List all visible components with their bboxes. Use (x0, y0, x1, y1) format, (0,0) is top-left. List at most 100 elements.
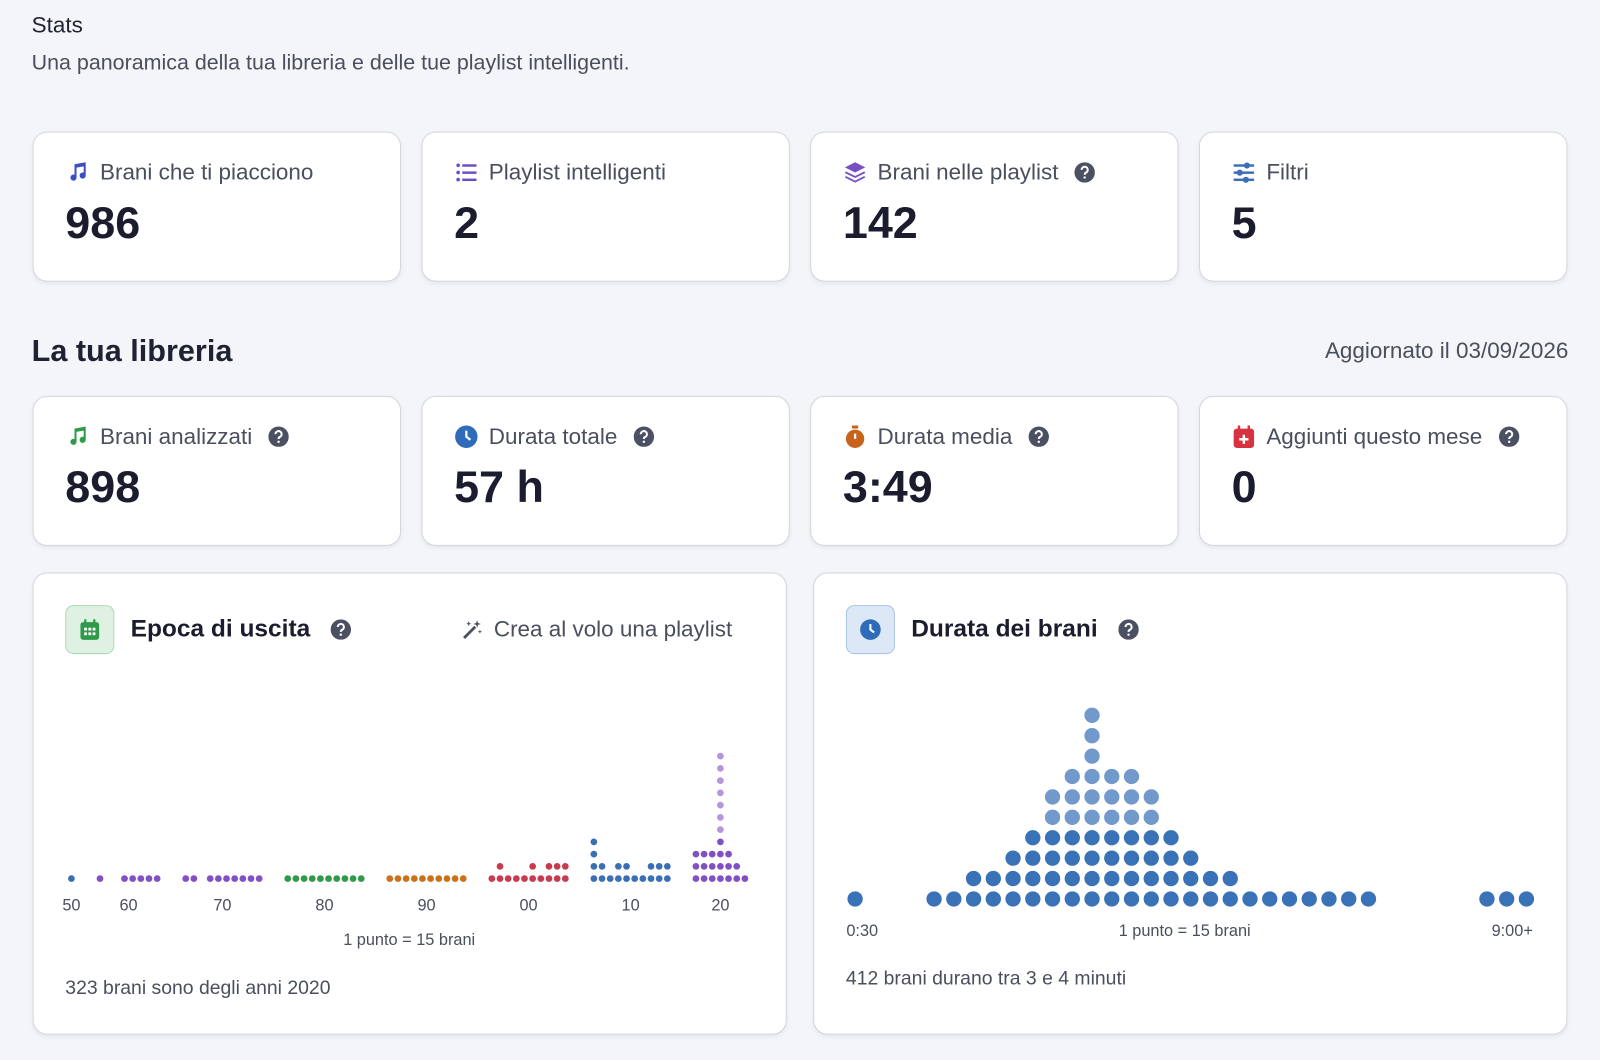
dot-column (247, 875, 255, 882)
badge (65, 605, 115, 655)
dot-column (717, 752, 724, 882)
dot-column (946, 891, 962, 907)
dot (1084, 850, 1100, 866)
dot (247, 875, 255, 882)
dot-column (1202, 870, 1219, 907)
dot (1104, 809, 1120, 825)
stat-card: Playlist intelligenti 2 (421, 131, 790, 282)
stat-card: Brani che ti piacciono 986 (32, 131, 402, 282)
dot-column (655, 862, 663, 882)
dot (1104, 768, 1120, 785)
dot-column (231, 875, 239, 882)
help-icon[interactable] (1498, 426, 1519, 447)
dot (717, 826, 724, 833)
dot-column (1163, 830, 1179, 907)
dot (708, 875, 716, 882)
dot (223, 875, 230, 882)
stat-label: Brani analizzati (99, 423, 253, 449)
dot (590, 862, 598, 870)
dot (1064, 789, 1080, 805)
dot (1064, 870, 1080, 887)
stat-value: 898 (65, 462, 141, 513)
dot-column (545, 862, 553, 882)
icon-stopwatch (845, 425, 865, 448)
dot (1084, 789, 1100, 805)
dot-column (153, 875, 161, 882)
dot (1084, 891, 1100, 907)
dot (1123, 870, 1140, 887)
dot (1104, 830, 1120, 846)
dot (1301, 891, 1317, 907)
create-playlist-button[interactable]: Crea al volo una playlist (461, 616, 732, 643)
dot-column (504, 875, 512, 882)
dot (1044, 850, 1061, 866)
dot-column (725, 850, 732, 882)
dot (1163, 891, 1179, 907)
dot (1064, 850, 1080, 866)
dot (300, 875, 308, 882)
dot (129, 875, 137, 882)
dot (725, 850, 732, 858)
dot (1123, 789, 1140, 805)
dot (561, 875, 569, 882)
icon-clock (860, 619, 881, 640)
dot (1262, 891, 1278, 907)
dot (190, 875, 198, 882)
dot (1064, 830, 1080, 846)
dot (1518, 891, 1535, 907)
dot (561, 862, 569, 870)
epoch-card: Epoca di uscita Crea al volo una playlis… (32, 572, 787, 1035)
icon-calendar (80, 619, 100, 640)
dot (663, 875, 671, 882)
dot-column (129, 875, 137, 882)
dot-column (847, 891, 863, 907)
chart-title: Epoca di uscita (130, 615, 311, 643)
dot-column (206, 875, 214, 882)
stat-card: Filtri 5 (1198, 131, 1568, 282)
dot (1025, 870, 1041, 887)
dot (1360, 891, 1377, 907)
dot (985, 891, 1001, 907)
dot (717, 875, 724, 882)
dot (655, 875, 663, 882)
stat-value: 5 (1231, 197, 1257, 248)
dot-column (394, 875, 402, 882)
dot (1084, 809, 1100, 825)
dot-column (137, 875, 145, 882)
dot-column (121, 875, 128, 882)
help-icon[interactable] (1118, 619, 1139, 640)
legend: 1 punto = 15 brani (1119, 922, 1251, 940)
dot-column (1143, 789, 1159, 907)
dot (1064, 809, 1080, 825)
page-title: Stats (31, 12, 83, 38)
dot (1005, 850, 1021, 866)
dot (639, 875, 647, 882)
dot (614, 862, 622, 870)
dot-column (512, 875, 520, 882)
stat-card: Aggiunti questo mese 0 (1198, 395, 1568, 546)
help-icon[interactable] (633, 426, 655, 447)
dot (1123, 809, 1140, 825)
dot-column (427, 875, 434, 882)
dot-column (1005, 850, 1021, 907)
dot (1064, 891, 1080, 907)
badge (845, 605, 895, 655)
dot-column (333, 875, 341, 882)
dot (717, 862, 724, 870)
help-icon[interactable] (330, 619, 352, 640)
help-icon[interactable] (268, 426, 289, 447)
dot-column (488, 875, 496, 882)
help-icon[interactable] (1028, 426, 1050, 447)
help-icon[interactable] (1074, 162, 1096, 183)
dot (692, 875, 700, 882)
dot (504, 875, 512, 882)
dot (1044, 870, 1061, 887)
dot (529, 875, 537, 882)
dot (1183, 850, 1199, 866)
dot (614, 875, 622, 882)
dot-column (692, 850, 700, 882)
dot (598, 862, 606, 870)
dot-column (308, 875, 316, 882)
dot (647, 875, 655, 882)
dot-column (145, 875, 153, 882)
